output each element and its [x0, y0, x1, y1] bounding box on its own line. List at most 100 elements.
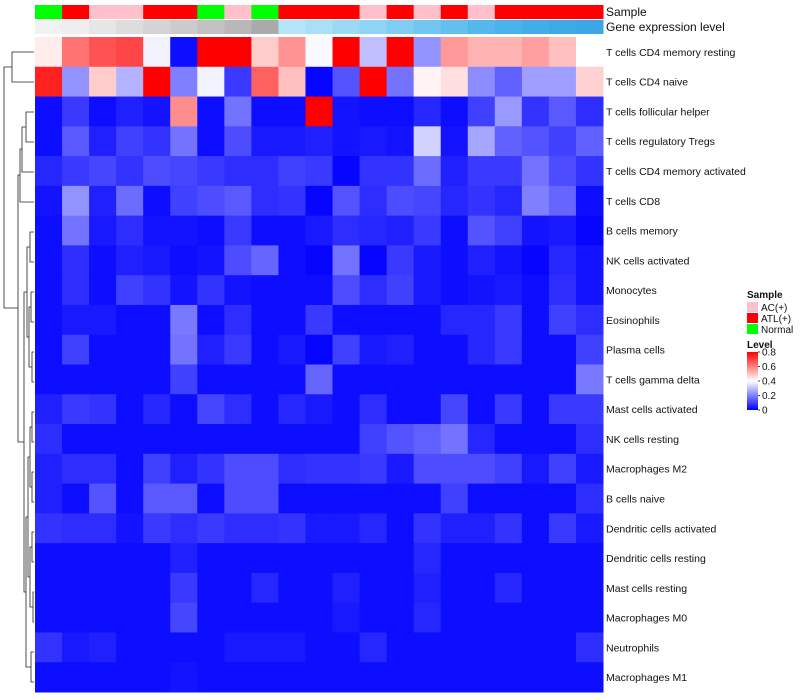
heatmap-cell [62, 513, 90, 544]
expression-annotation-cell [467, 20, 496, 34]
heatmap-cell [521, 662, 550, 693]
heatmap-cell [197, 96, 225, 127]
row-label: T cells CD4 memory activated [606, 166, 746, 178]
heatmap-cell [35, 304, 63, 336]
heatmap-cell [89, 126, 117, 157]
heatmap-cell [170, 215, 198, 246]
heatmap-cell [89, 275, 117, 306]
heatmap-cell [521, 453, 550, 485]
heatmap-cell [143, 632, 171, 663]
heatmap-cell [359, 96, 388, 127]
heatmap-cell [332, 483, 361, 514]
heatmap-cell [251, 572, 279, 604]
heatmap-cell [332, 394, 361, 425]
heatmap-cell [35, 394, 63, 425]
heatmap-cell [494, 96, 523, 127]
heatmap-cell [575, 334, 604, 365]
row-label: NK cells activated [606, 255, 690, 267]
heatmap-cell [575, 632, 604, 663]
expression-annotation-cell [170, 20, 198, 34]
heatmap-cell [170, 185, 198, 217]
expression-annotation-cell [575, 20, 604, 34]
heatmap-cell [548, 453, 577, 485]
heatmap-cell [467, 215, 496, 246]
heatmap-cell [413, 304, 442, 336]
heatmap-cell [305, 394, 334, 425]
heatmap-cell [386, 126, 415, 157]
heatmap-cell [278, 96, 306, 127]
heatmap-cell [413, 394, 442, 425]
heatmap-cell [170, 632, 198, 663]
heatmap-cell [278, 126, 306, 157]
heatmap-cell [116, 632, 144, 663]
heatmap-cell [359, 66, 388, 98]
heatmap-cell [332, 66, 361, 98]
heatmap-cell [197, 304, 225, 336]
heatmap-cell [359, 632, 388, 663]
heatmap-cell [575, 364, 604, 395]
heatmap-cell [575, 185, 604, 217]
heatmap-cell [413, 572, 442, 604]
heatmap-cell [494, 632, 523, 663]
heatmap-cell [197, 185, 225, 217]
heatmap-cell [467, 245, 496, 276]
sample-annotation-cell [386, 5, 415, 19]
heatmap-cell [548, 662, 577, 693]
heatmap-cell [575, 483, 604, 514]
heatmap-cell [359, 156, 388, 187]
heatmap-cell [278, 66, 306, 98]
sample-annotation-cell [494, 5, 523, 19]
heatmap-cell [89, 156, 117, 187]
heatmap-cell [521, 156, 550, 187]
expression-annotation-cell [305, 20, 334, 34]
heatmap-cell [170, 662, 198, 693]
heatmap-cell [170, 364, 198, 395]
row-label: T cells CD4 memory resting [606, 47, 735, 59]
heatmap-cell [197, 156, 225, 187]
annotation-label-expression: Gene expression level [606, 20, 725, 34]
heatmap-cell [332, 96, 361, 127]
legend-swatch-atl [747, 313, 758, 323]
heatmap-cell [116, 275, 144, 306]
row-label: T cells regulatory Tregs [606, 136, 715, 148]
heatmap-cell [143, 602, 171, 633]
heatmap-cell [278, 394, 306, 425]
heatmap-cell [62, 66, 90, 98]
heatmap-cell [521, 632, 550, 663]
heatmap-cell [332, 602, 361, 633]
heatmap-cell [548, 632, 577, 663]
heatmap-cell [467, 453, 496, 485]
heatmap-cell [440, 632, 469, 663]
heatmap-cell [521, 96, 550, 127]
heatmap-cell [332, 304, 361, 336]
heatmap-cell [521, 304, 550, 336]
heatmap-cell [386, 66, 415, 98]
heatmap-cell [35, 662, 63, 693]
heatmap-cell [413, 245, 442, 276]
heatmap-cell [386, 662, 415, 693]
heatmap-cell [359, 453, 388, 485]
heatmap-cell [170, 483, 198, 514]
heatmap-cell [494, 543, 523, 574]
heatmap-cell [305, 66, 334, 98]
heatmap-cell [332, 572, 361, 604]
heatmap-cell [575, 37, 604, 68]
heatmap-cell [170, 156, 198, 187]
heatmap-cell [548, 156, 577, 187]
heatmap-cell [494, 453, 523, 485]
heatmap-cell [62, 632, 90, 663]
heatmap-cell [62, 662, 90, 693]
heatmap-cell [251, 453, 279, 485]
heatmap-cell [62, 543, 90, 574]
row-label: Plasma cells [606, 345, 665, 357]
heatmap-cell [305, 96, 334, 127]
heatmap-cell [413, 602, 442, 633]
heatmap-cell [440, 304, 469, 336]
heatmap-cell [143, 304, 171, 336]
heatmap-cell [62, 394, 90, 425]
heatmap-cell [494, 364, 523, 395]
heatmap-cell [116, 304, 144, 336]
heatmap-cell [116, 453, 144, 485]
heatmap-cell [305, 662, 334, 693]
heatmap-cell [494, 602, 523, 633]
